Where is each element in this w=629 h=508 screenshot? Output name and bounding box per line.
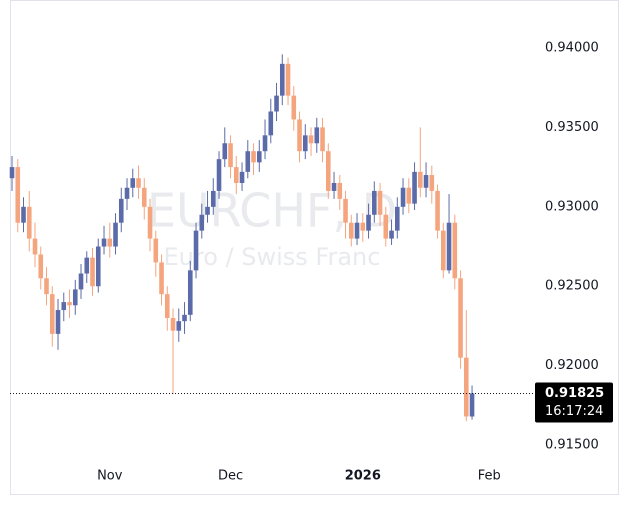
candle-body [130, 178, 136, 188]
candle-body [233, 167, 239, 183]
candle-body [32, 238, 38, 255]
chart-frame [10, 0, 619, 495]
candle-body [170, 317, 176, 331]
candle-body [348, 222, 354, 239]
candle-body [371, 190, 377, 215]
candle-body [222, 143, 228, 160]
candle-body [452, 222, 458, 279]
countdown-label: 16:17:24 [545, 404, 603, 419]
candle-body [193, 230, 199, 271]
candle-body [251, 151, 256, 163]
candle-body [262, 135, 268, 152]
y-tick-label: 0.93500 [545, 120, 599, 135]
y-tick-label: 0.94000 [545, 40, 599, 55]
x-tick-label: 2026 [345, 469, 381, 484]
candle-body [360, 222, 366, 231]
candle-body [210, 190, 216, 207]
candle-body [90, 257, 95, 287]
candle-body [297, 119, 302, 152]
candle-body [55, 310, 61, 334]
candle-body [182, 314, 187, 322]
candle-body [331, 182, 337, 191]
candle-body [354, 222, 360, 239]
candle-body [435, 190, 440, 231]
candle-body [377, 190, 383, 215]
candle-body [176, 321, 182, 331]
candle-body [256, 151, 262, 163]
candle-body [463, 357, 469, 417]
candle-body [9, 167, 15, 179]
candle-body [205, 206, 210, 215]
candle-body [389, 230, 394, 239]
candle-body [383, 214, 389, 239]
candle-body [429, 175, 435, 191]
candle-body [325, 151, 331, 191]
candle-body [245, 151, 251, 172]
candle-body [274, 95, 279, 112]
candle-body [423, 175, 429, 188]
candle-body [21, 206, 26, 223]
candle-body [216, 159, 222, 191]
candle-body [61, 302, 67, 311]
candle-body [118, 198, 124, 223]
candle-body [302, 135, 308, 152]
candle-body [67, 302, 72, 306]
watermark-symbol: EURCHF, D [147, 184, 397, 238]
candle-body [314, 127, 320, 144]
candle-body [141, 187, 147, 207]
candle-body [239, 171, 245, 183]
candle-body [320, 127, 325, 152]
candle-body [417, 171, 423, 188]
candle-body [49, 294, 55, 334]
candle-body [107, 238, 113, 247]
candle-body [78, 273, 84, 290]
candle-body [446, 222, 452, 271]
y-tick-label: 0.93000 [545, 199, 599, 214]
candle-body [44, 278, 49, 295]
candle-body [95, 246, 101, 287]
x-tick-label: Feb [478, 469, 501, 484]
candle-body [268, 111, 274, 136]
candle-body [72, 289, 78, 306]
candle-body [291, 95, 297, 120]
candle-body [15, 167, 21, 223]
candle-body [164, 294, 170, 318]
candle-body [400, 187, 406, 207]
candle-body [308, 135, 314, 144]
candle-body [343, 198, 348, 223]
candle-body [113, 222, 118, 247]
candle-body [228, 143, 233, 168]
candle-body [279, 63, 285, 96]
last-price-label: 0.91825 [545, 386, 604, 401]
last-price-box [535, 382, 613, 423]
y-tick-label: 0.91500 [545, 438, 599, 453]
candle-body [153, 238, 159, 263]
candle-body [84, 257, 90, 274]
candle-body [394, 206, 400, 231]
candle-body [337, 182, 343, 199]
candle-body [366, 214, 371, 231]
y-tick-label: 0.92000 [545, 358, 599, 373]
candle-body [187, 270, 193, 315]
candle-body [38, 254, 44, 279]
candle-body [136, 178, 141, 188]
candle-body [285, 63, 291, 96]
x-tick-label: Dec [218, 469, 243, 484]
candle-body [26, 206, 32, 239]
candle-body [159, 262, 164, 295]
candle-body [101, 238, 107, 247]
candle-body [199, 214, 205, 231]
candle-body [406, 187, 412, 204]
watermark-description: Euro / Swiss Franc [164, 243, 381, 271]
candle-body [412, 171, 417, 204]
candle-body [458, 278, 463, 358]
candle-body [124, 187, 130, 199]
x-tick-label: Nov [97, 469, 123, 484]
y-tick-label: 0.92500 [545, 279, 599, 294]
candle-body [469, 393, 475, 417]
candle-body [440, 230, 446, 271]
candle-body [147, 206, 153, 239]
